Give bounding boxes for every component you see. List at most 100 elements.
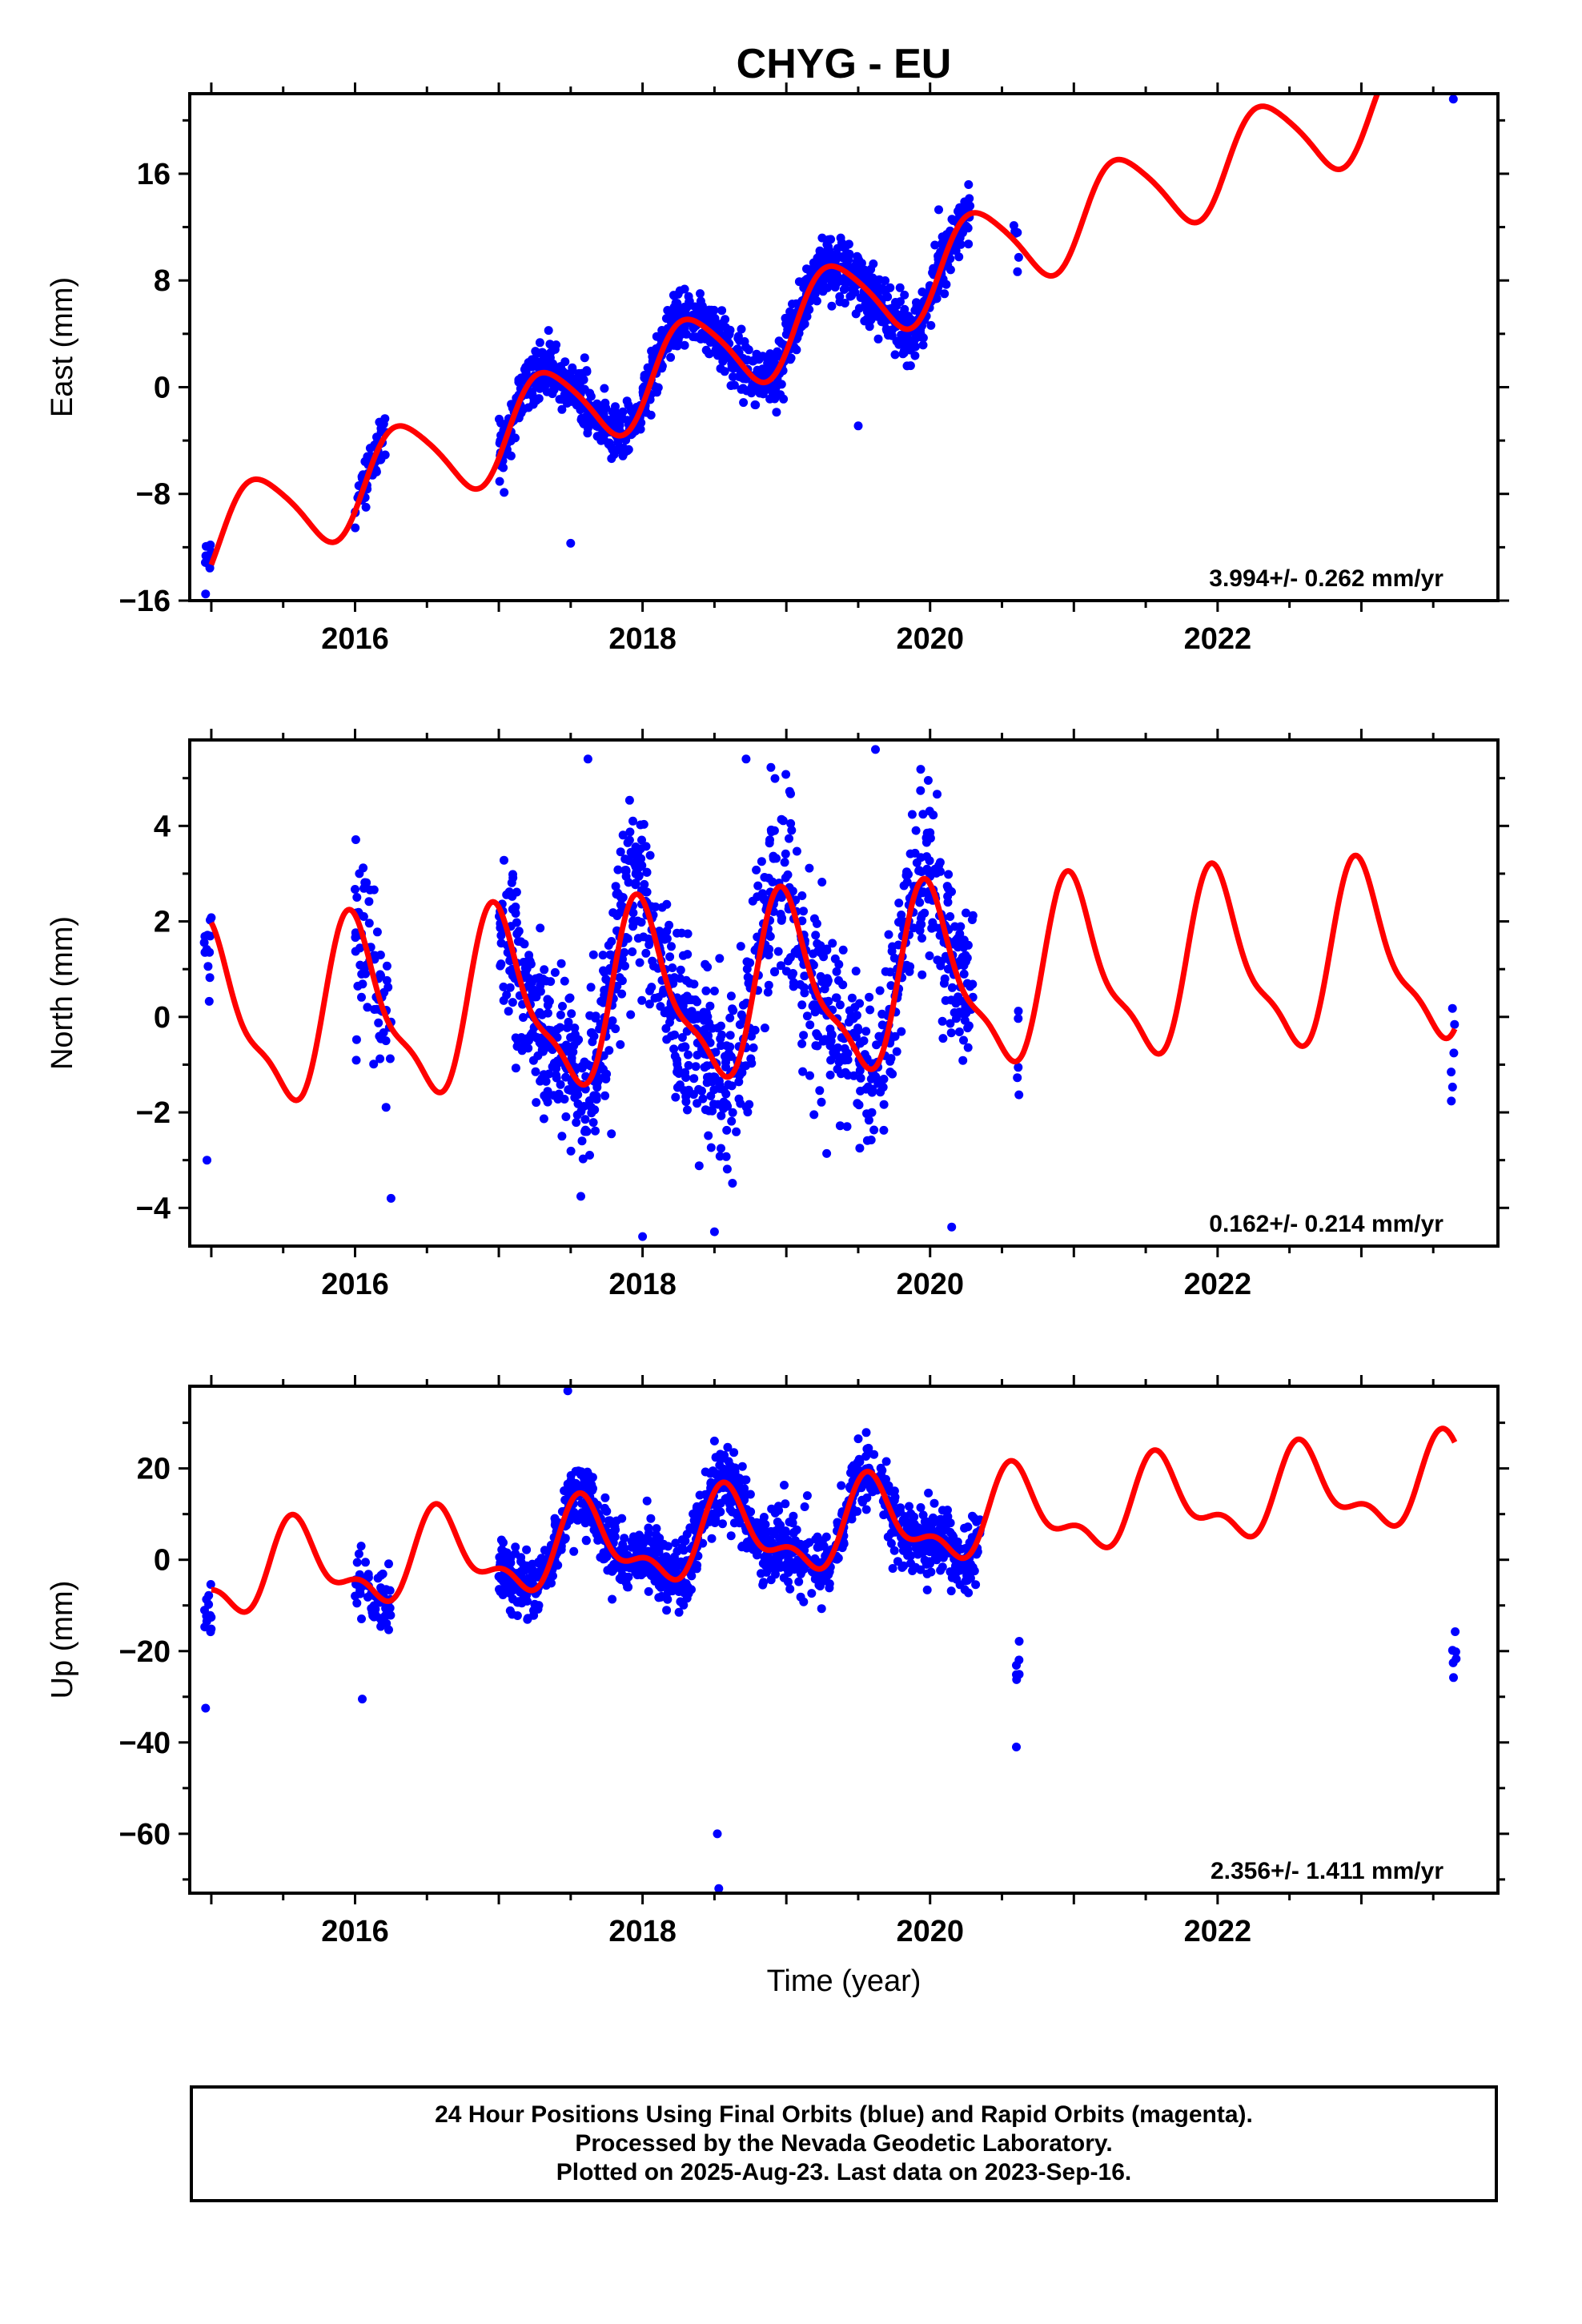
data-point <box>955 1580 965 1590</box>
data-point <box>637 995 647 1005</box>
data-point <box>911 1541 921 1550</box>
data-point <box>777 1562 787 1571</box>
data-point <box>693 1014 702 1023</box>
data-point <box>758 389 768 399</box>
data-point <box>796 1569 805 1578</box>
data-point <box>1450 1019 1460 1029</box>
data-point <box>636 1564 645 1574</box>
data-point <box>726 1531 736 1541</box>
data-point <box>658 988 668 998</box>
data-point <box>640 371 649 380</box>
data-point <box>524 1043 533 1053</box>
data-point <box>853 1434 863 1444</box>
data-point <box>596 436 606 445</box>
data-point <box>642 1496 652 1506</box>
data-point <box>540 965 549 975</box>
data-point <box>576 415 586 424</box>
data-point <box>712 1470 721 1479</box>
data-point <box>694 333 704 342</box>
data-point <box>680 324 689 333</box>
data-point <box>918 1510 928 1520</box>
data-point <box>753 932 762 942</box>
data-point <box>374 1018 383 1027</box>
data-point <box>754 355 764 364</box>
data-point <box>705 1072 714 1082</box>
data-point <box>642 887 652 897</box>
data-point <box>869 1125 879 1135</box>
data-point <box>644 999 654 1009</box>
data-point <box>929 265 938 275</box>
data-point <box>966 1574 975 1583</box>
data-point <box>568 365 577 375</box>
data-point <box>946 1028 956 1038</box>
data-point <box>721 1062 730 1072</box>
data-point <box>838 980 848 990</box>
data-point <box>960 1015 970 1025</box>
data-point <box>717 349 726 359</box>
data-point <box>737 1462 747 1471</box>
data-point <box>794 277 804 287</box>
data-point <box>696 296 705 306</box>
data-point <box>495 414 504 424</box>
data-point <box>674 1607 684 1617</box>
data-point <box>717 1144 725 1153</box>
data-point <box>866 1086 876 1096</box>
data-point <box>610 1522 620 1531</box>
data-point <box>713 1829 722 1839</box>
plot-frame <box>188 1385 1500 1895</box>
data-point <box>666 352 676 362</box>
data-point <box>852 267 861 277</box>
data-point <box>716 1449 725 1459</box>
data-point <box>917 970 927 979</box>
data-point <box>821 1532 831 1542</box>
data-point <box>560 1495 570 1505</box>
data-point <box>707 1534 717 1543</box>
data-point <box>718 1519 727 1529</box>
data-point <box>971 1580 981 1590</box>
data-point <box>885 967 895 977</box>
data-point <box>723 1442 733 1452</box>
data-point <box>591 1126 600 1136</box>
data-point <box>938 1506 947 1515</box>
data-point <box>696 289 705 299</box>
data-point <box>930 1498 939 1508</box>
data-point <box>890 350 900 360</box>
data-point <box>383 1602 393 1611</box>
x-tick-label: 2018 <box>608 1915 677 1948</box>
y-tick-label: 16 <box>137 158 171 191</box>
data-point <box>201 589 211 599</box>
data-point <box>511 1063 520 1073</box>
data-point <box>711 1047 721 1057</box>
data-point <box>510 907 520 916</box>
data-point <box>744 345 753 355</box>
data-point <box>886 981 896 991</box>
data-point <box>709 987 719 995</box>
caption-line-1: 24 Hour Positions Using Final Orbits (bl… <box>435 2101 1253 2128</box>
data-point <box>705 349 714 359</box>
data-point <box>769 389 777 399</box>
data-point <box>367 1608 377 1618</box>
data-point <box>355 1586 365 1596</box>
data-point <box>667 1031 677 1041</box>
data-point <box>651 1542 661 1551</box>
data-point <box>944 870 954 879</box>
data-point <box>797 916 807 926</box>
data-point <box>588 1486 597 1495</box>
data-point <box>807 1589 817 1598</box>
data-point <box>351 885 359 894</box>
data-point <box>817 233 827 243</box>
data-point <box>361 1558 370 1567</box>
data-point <box>825 1070 835 1080</box>
data-point <box>704 1131 713 1140</box>
east-panel: 2016 2018 2020 2022 −16 −8 0 8 16 East (mm) 3.994+… <box>46 82 1509 656</box>
data-point <box>854 304 864 313</box>
data-point <box>701 986 711 995</box>
data-point <box>693 306 702 316</box>
data-point <box>777 913 787 923</box>
data-point <box>889 1496 899 1505</box>
data-point <box>857 259 866 268</box>
data-point <box>646 1514 656 1523</box>
data-point <box>645 1569 655 1578</box>
data-point <box>569 1546 579 1556</box>
